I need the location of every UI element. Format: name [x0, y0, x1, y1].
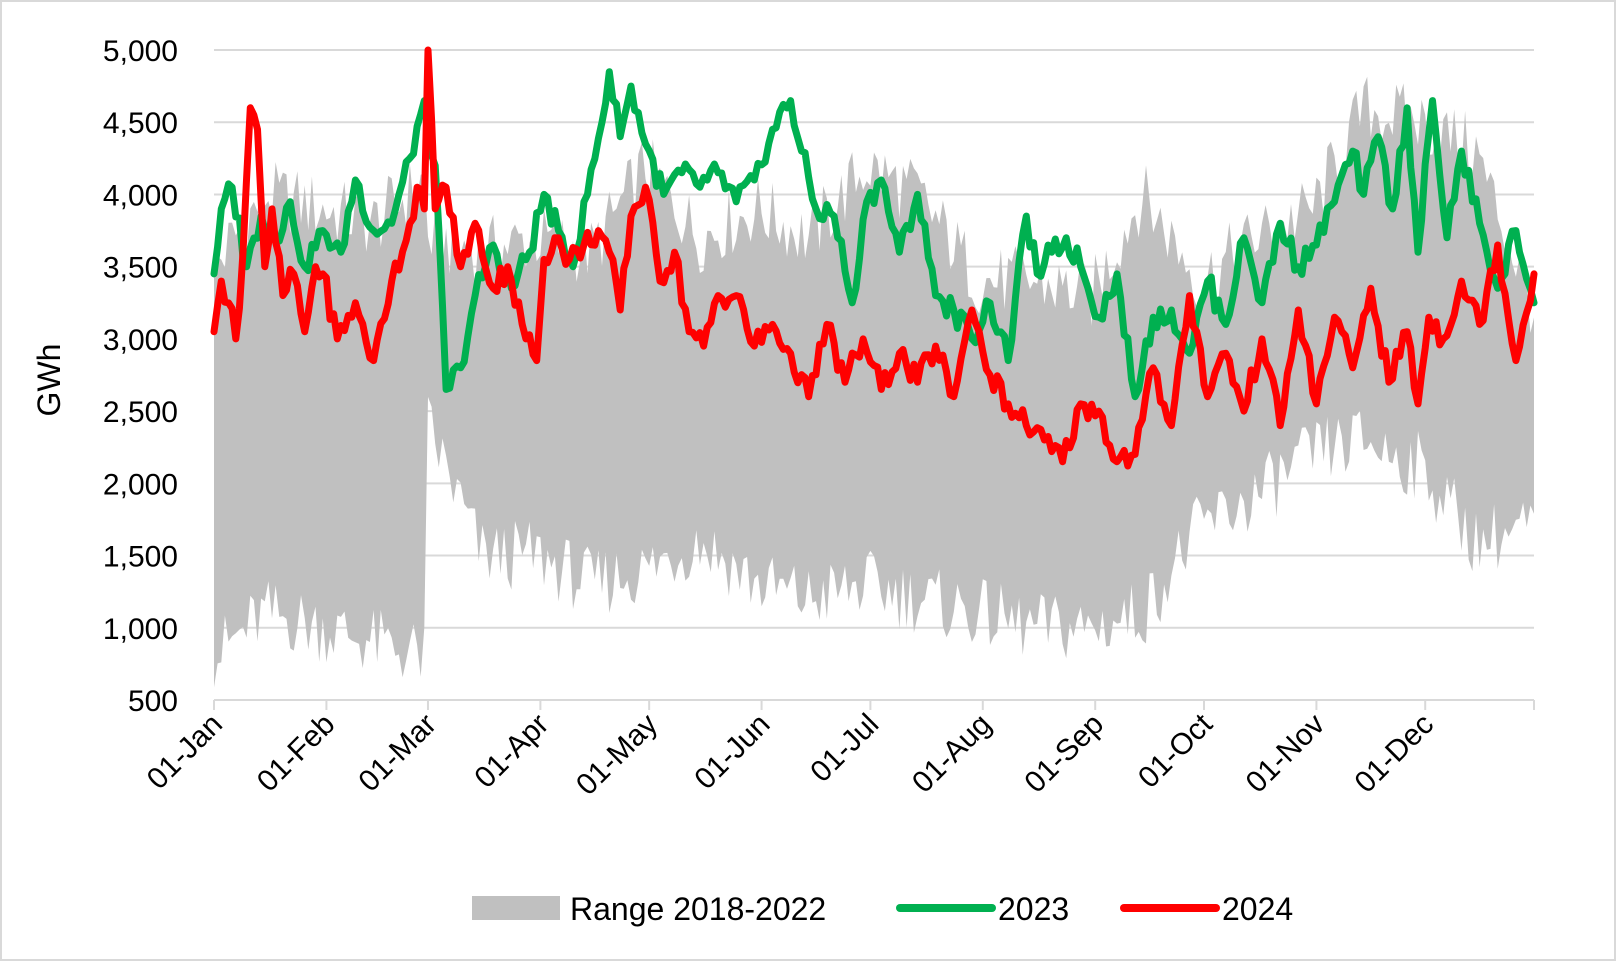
y-tick-label: 1,000	[103, 613, 178, 646]
legend-item-range: Range 2018-2022	[472, 891, 826, 927]
x-tick-label: 01-May	[570, 708, 664, 802]
x-tick-label: 01-Jul	[804, 708, 885, 789]
x-tick-label: 01-Feb	[251, 708, 342, 799]
legend-item-2023: 2023	[896, 891, 1069, 927]
legend-label-range: Range 2018-2022	[570, 891, 826, 927]
x-tick-labels: 01-Jan 01-Feb 01-Mar 01-Apr 01-May 01-Jun 01-J…	[141, 707, 1440, 802]
y-tick-label: 1,500	[103, 541, 178, 574]
y-tick-labels: 500 1,000 1,500 2,000 2,500 3,000 3,500 4,000 4,…	[103, 35, 178, 718]
y-tick-label: 5,000	[103, 35, 178, 68]
x-tick-label: 01-Mar	[352, 708, 443, 799]
legend: Range 2018-2022 2023 2024	[472, 891, 1293, 927]
legend-label-2023: 2023	[998, 891, 1069, 927]
x-tick-label: 01-Jan	[141, 708, 229, 796]
x-tick-label: 01-Apr	[468, 708, 555, 795]
x-tick-label: 01-Aug	[906, 708, 998, 800]
legend-item-2024: 2024	[1120, 891, 1293, 927]
x-tick-label: 01-Nov	[1240, 708, 1332, 800]
legend-swatch-range	[472, 896, 560, 920]
x-tick-label: 01-Jun	[688, 708, 776, 796]
series-lines-layer	[210, 46, 1538, 470]
series-line-2024	[210, 46, 1538, 470]
y-tick-label: 2,000	[103, 468, 178, 501]
y-tick-label: 3,000	[103, 324, 178, 357]
y-tick-label: 4,500	[103, 107, 178, 140]
y-tick-label: 4,000	[103, 179, 178, 212]
y-tick-label: 500	[128, 685, 178, 718]
range-band-layer	[214, 76, 1534, 688]
x-tick-label: 01-Dec	[1348, 708, 1440, 800]
y-tick-label: 3,500	[103, 252, 178, 285]
y-tick-label: 2,500	[103, 396, 178, 429]
legend-label-2024: 2024	[1222, 891, 1293, 927]
x-tick-label: 01-Sep	[1018, 708, 1110, 800]
axes	[213, 699, 1535, 710]
range-band	[214, 76, 1534, 688]
x-tick-label: 01-Oct	[1132, 707, 1219, 794]
y-axis-title: GWh	[31, 344, 67, 417]
